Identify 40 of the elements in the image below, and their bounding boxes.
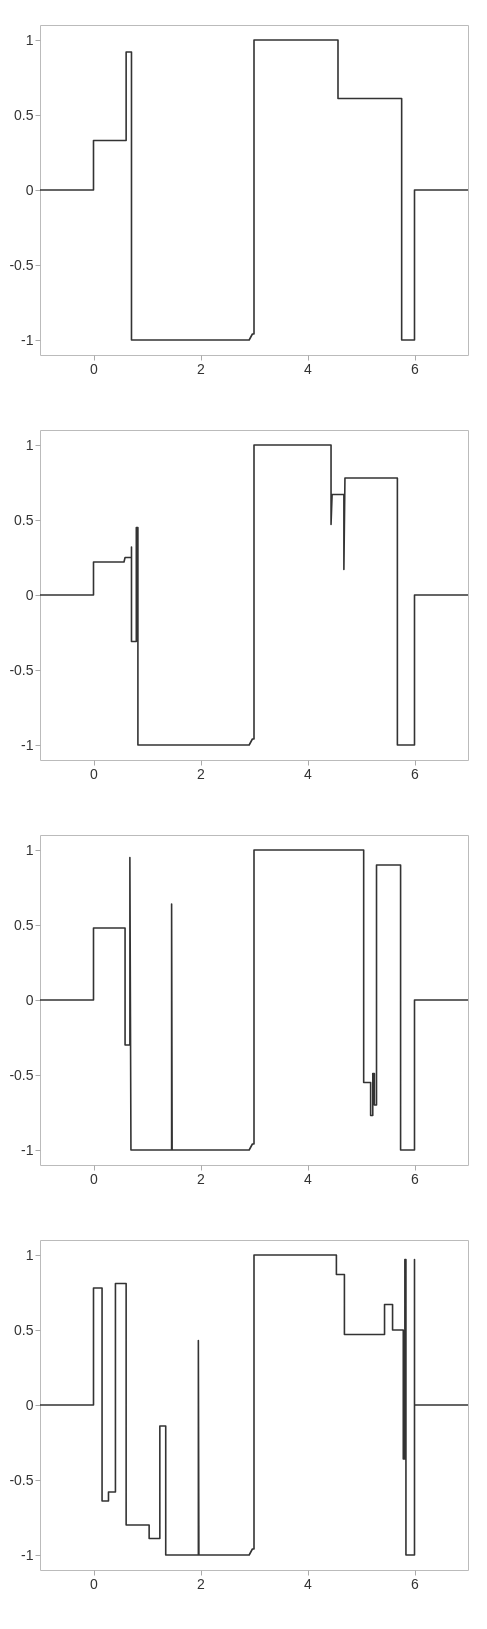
y-tick-label: -1 — [21, 1546, 34, 1563]
x-tick-label: 2 — [197, 360, 206, 377]
y-tick-label: 1 — [25, 1246, 34, 1263]
x-tick-label: 0 — [90, 1170, 99, 1187]
y-tick-label: 1 — [25, 436, 34, 453]
y-tick-label: 0 — [25, 1396, 34, 1413]
y-tick-label: 1 — [25, 31, 34, 48]
y-tick-label: 0.5 — [14, 916, 34, 933]
y-tick-label: -0.5 — [9, 661, 34, 678]
line-series — [39, 39, 469, 341]
x-tick-label: 0 — [90, 765, 99, 782]
y-tick-label: -0.5 — [9, 256, 34, 273]
line-series — [39, 849, 469, 1151]
y-tick-label: -1 — [21, 1141, 34, 1158]
x-tick-label: 6 — [411, 1170, 420, 1187]
x-tick-label: 2 — [197, 1575, 206, 1592]
line-series — [39, 1254, 469, 1556]
x-tick-label: 0 — [90, 1575, 99, 1592]
y-tick-label: 0 — [25, 991, 34, 1008]
x-tick-label: 6 — [411, 360, 420, 377]
x-tick-label: 6 — [411, 765, 420, 782]
line-series — [39, 444, 469, 746]
y-tick-label: 0 — [25, 181, 34, 198]
y-tick-label: -1 — [21, 331, 34, 348]
y-tick-label: -0.5 — [9, 1066, 34, 1083]
x-tick-label: 6 — [411, 1575, 420, 1592]
y-tick-label: 0.5 — [14, 511, 34, 528]
x-tick-label: 0 — [90, 360, 99, 377]
x-tick-label: 4 — [304, 765, 313, 782]
x-tick-label: 2 — [197, 765, 206, 782]
x-tick-label: 4 — [304, 1575, 313, 1592]
x-tick-label: 2 — [197, 1170, 206, 1187]
y-tick-label: -1 — [21, 736, 34, 753]
y-tick-label: 0.5 — [14, 1321, 34, 1338]
y-tick-label: 0 — [25, 586, 34, 603]
y-tick-label: 1 — [25, 841, 34, 858]
x-tick-label: 4 — [304, 360, 313, 377]
y-tick-label: -0.5 — [9, 1471, 34, 1488]
y-tick-label: 0.5 — [14, 106, 34, 123]
x-tick-label: 4 — [304, 1170, 313, 1187]
